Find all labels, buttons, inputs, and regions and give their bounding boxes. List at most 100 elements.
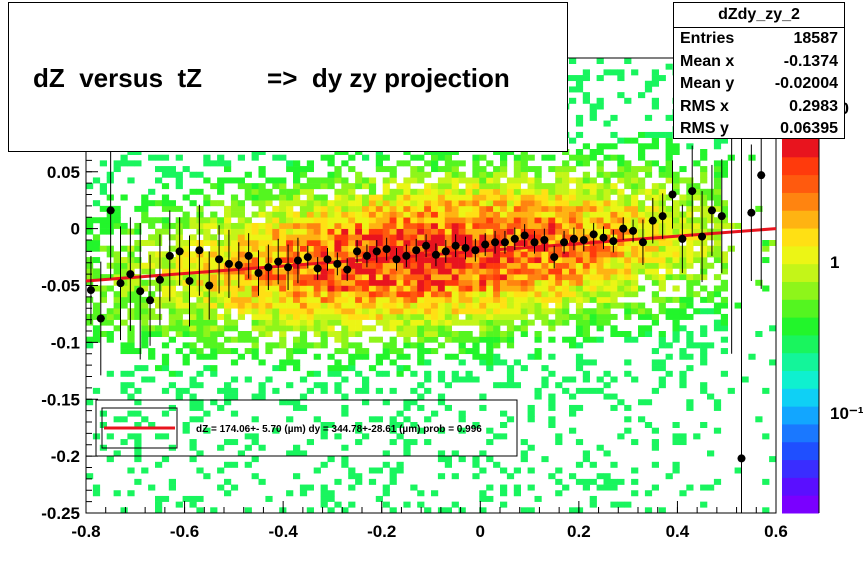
heatmap-cell — [161, 331, 170, 337]
heatmap-cell — [424, 348, 432, 355]
heatmap-cell — [258, 444, 266, 451]
heatmap-cell — [575, 177, 584, 184]
heatmap-cell — [355, 222, 363, 229]
heatmap-cell — [562, 302, 570, 309]
heatmap-cell — [479, 234, 487, 241]
heatmap-cell — [624, 245, 632, 252]
heatmap-cell — [189, 200, 197, 207]
heatmap-cell — [589, 211, 597, 218]
y-tick-label: -0.25 — [41, 504, 80, 523]
profile-point — [392, 255, 401, 264]
heatmap-cell — [686, 313, 694, 320]
heatmap-cell — [534, 188, 542, 195]
heatmap-cell — [120, 257, 128, 264]
heatmap-cell — [444, 325, 452, 332]
heatmap-cell — [679, 433, 687, 440]
heatmap-cell — [444, 353, 452, 360]
heatmap-cell — [686, 257, 694, 264]
heatmap-cell — [562, 211, 570, 218]
heatmap-cell — [444, 205, 452, 212]
heatmap-cell — [631, 183, 639, 190]
heatmap-cell — [258, 222, 266, 229]
heatmap-cell — [437, 302, 446, 309]
heatmap-cell — [313, 228, 321, 235]
heatmap-cell — [355, 422, 363, 428]
heatmap-cell — [175, 302, 183, 309]
heatmap-cell — [631, 69, 639, 76]
heatmap-cell — [224, 399, 232, 406]
heatmap-cell — [382, 154, 390, 161]
heatmap-cell — [700, 149, 708, 155]
heatmap-cell — [624, 268, 632, 275]
heatmap-cell — [500, 302, 508, 309]
heatmap-cell — [603, 194, 611, 201]
x-tick-label: 0.4 — [666, 522, 690, 541]
heatmap-cell — [520, 251, 528, 258]
heatmap-cell — [672, 262, 680, 269]
heatmap-cell — [672, 331, 680, 337]
heatmap-cell — [527, 484, 535, 491]
heatmap-cell — [500, 291, 508, 298]
heatmap-cell — [437, 234, 446, 241]
heatmap-cell — [92, 234, 101, 241]
heatmap-cell — [444, 262, 452, 269]
heatmap-cell — [672, 217, 680, 224]
heatmap-cell — [603, 291, 611, 298]
heatmap-cell — [575, 200, 584, 207]
heatmap-cell — [410, 296, 418, 303]
heatmap-cell — [148, 325, 156, 332]
heatmap-cell — [299, 166, 308, 173]
heatmap-cell — [562, 376, 570, 383]
heatmap-cell — [451, 331, 459, 337]
heatmap-cell — [355, 325, 363, 332]
heatmap-cell — [582, 188, 590, 195]
heatmap-cell — [403, 188, 411, 195]
heatmap-cell — [617, 137, 625, 144]
heatmap-cell — [258, 188, 266, 195]
heatmap-cell — [306, 268, 314, 275]
heatmap-cell — [465, 302, 473, 309]
heatmap-cell — [679, 313, 687, 320]
heatmap-cell — [665, 154, 673, 161]
heatmap-cell — [624, 501, 632, 508]
heatmap-cell — [203, 228, 211, 235]
heatmap-cell — [251, 279, 259, 286]
heatmap-cell — [603, 296, 611, 303]
heatmap-cell — [603, 183, 611, 190]
heatmap-cell — [251, 313, 259, 320]
heatmap-cell — [230, 439, 239, 446]
heatmap-cell — [686, 279, 694, 286]
heatmap-cell — [762, 507, 770, 514]
heatmap-cell — [575, 331, 584, 337]
heatmap-cell — [575, 268, 584, 275]
heatmap-cell — [575, 296, 584, 303]
heatmap-cell — [582, 160, 590, 167]
heatmap-cell — [237, 200, 245, 207]
heatmap-cell — [444, 234, 452, 241]
heatmap-cell — [506, 183, 515, 190]
heatmap-cell — [251, 188, 259, 195]
heatmap-cell — [155, 365, 163, 372]
heatmap-cell — [569, 279, 577, 286]
heatmap-cell — [610, 291, 618, 298]
heatmap-cell — [168, 319, 176, 326]
heatmap-cell — [589, 336, 597, 343]
heatmap-cell — [527, 188, 535, 195]
heatmap-cell — [203, 251, 211, 258]
heatmap-cell — [341, 365, 349, 372]
heatmap-cell — [320, 217, 328, 224]
heatmap-cell — [134, 433, 142, 440]
heatmap-cell — [541, 217, 549, 224]
heatmap-cell — [155, 177, 163, 184]
heatmap-cell — [575, 183, 584, 190]
heatmap-cell — [155, 331, 163, 337]
heatmap-cell — [589, 103, 597, 110]
heatmap-cell — [417, 222, 425, 229]
profile-point — [717, 212, 726, 221]
heatmap-cell — [279, 240, 287, 246]
heatmap-cell — [700, 387, 708, 394]
heatmap-cell — [92, 336, 101, 343]
heatmap-cell — [424, 257, 432, 264]
heatmap-cell — [638, 92, 646, 99]
heatmap-cell — [562, 222, 570, 229]
